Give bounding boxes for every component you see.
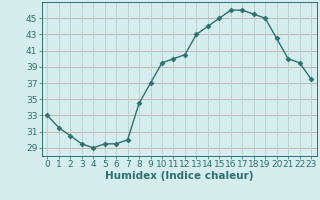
X-axis label: Humidex (Indice chaleur): Humidex (Indice chaleur) xyxy=(105,171,253,181)
